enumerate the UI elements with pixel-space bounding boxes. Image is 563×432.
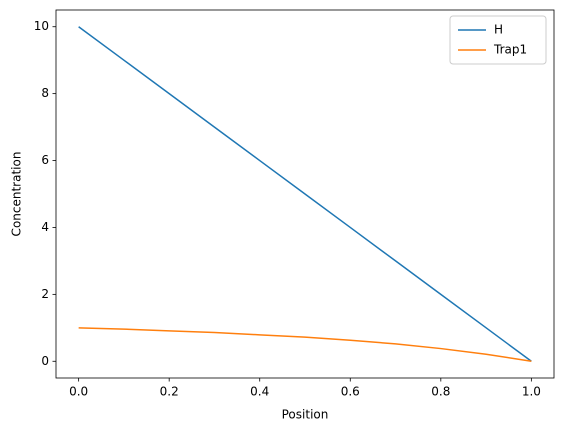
x-axis-label: Position (282, 408, 329, 422)
x-tick-label: 1.0 (522, 385, 541, 399)
y-tick-label: 10 (34, 19, 49, 33)
legend-label: Trap1 (493, 43, 527, 57)
y-tick-label: 4 (41, 220, 49, 234)
legend-box (449, 15, 547, 65)
y-tick-label: 0 (41, 354, 49, 368)
x-tick-label: 0.2 (160, 385, 179, 399)
x-tick-label: 0.6 (341, 385, 360, 399)
x-tick-label: 0.4 (250, 385, 269, 399)
axes-frame (55, 9, 555, 379)
y-axis-label: Concentration (10, 152, 24, 237)
y-tick-label: 6 (41, 153, 49, 167)
y-tick-label: 8 (41, 86, 49, 100)
legend-label: H (494, 23, 503, 37)
x-tick-label: 0.8 (431, 385, 450, 399)
x-tick-label: 0.0 (69, 385, 88, 399)
y-tick-label: 2 (41, 287, 49, 301)
line-series (78, 26, 532, 362)
line-series (78, 327, 532, 363)
